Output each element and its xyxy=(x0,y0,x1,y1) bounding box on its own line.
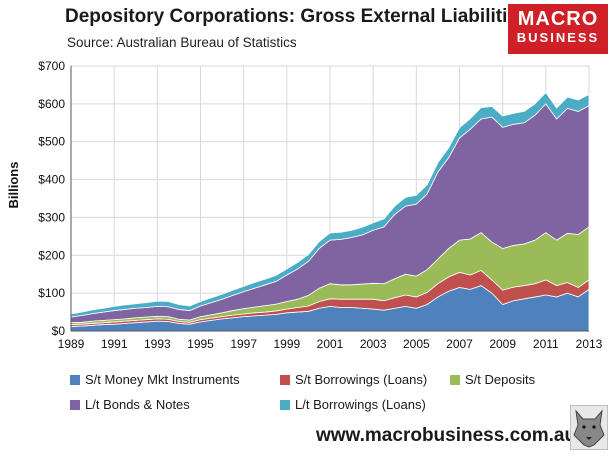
series-area-l-t-borrowings-loans xyxy=(70,91,590,318)
x-tick-label: 1989 xyxy=(58,337,85,351)
wolf-mascot-icon xyxy=(570,405,608,450)
footer-url: www.macrobusiness.com.au xyxy=(316,425,577,446)
x-tick-label: 2011 xyxy=(533,337,559,351)
x-tick-label: 1993 xyxy=(144,337,171,351)
series-areas xyxy=(70,91,590,332)
x-tick-label: 1999 xyxy=(273,337,300,351)
macrobusiness-logo: MACRO BUSINESS xyxy=(508,4,608,54)
y-tick-label: $600 xyxy=(38,97,65,111)
logo-line-1: MACRO xyxy=(517,8,599,30)
legend-label: S/t Deposits xyxy=(465,372,536,387)
chart-title: Depository Corporations: Gross External … xyxy=(65,6,529,27)
legend-item: L/t Bonds & Notes xyxy=(70,397,190,412)
legend-swatch xyxy=(70,399,80,410)
x-tick-label: 2003 xyxy=(360,337,387,351)
axes: $0 $100 $200 $300 $400 $500 $600 $700 1989 1991 19… xyxy=(38,59,602,351)
legend-item: S/t Money Mkt Instruments xyxy=(70,372,240,387)
x-tick-label: 1995 xyxy=(187,337,214,351)
legend-item: L/t Borrowings (Loans) xyxy=(280,397,426,412)
x-tick-label: 2007 xyxy=(446,337,473,351)
y-tick-label: $200 xyxy=(38,248,65,262)
x-tick-label: 2005 xyxy=(403,337,430,351)
legend-item: S/t Borrowings (Loans) xyxy=(280,372,427,387)
legend-swatch xyxy=(280,399,290,410)
legend-swatch xyxy=(280,374,290,385)
legend-swatch xyxy=(450,374,460,385)
source-note: Source: Australian Bureau of Statistics xyxy=(67,35,297,50)
y-tick-label: $400 xyxy=(38,173,65,187)
legend-label: L/t Bonds & Notes xyxy=(85,397,190,412)
y-tick-label: $0 xyxy=(52,324,66,338)
x-tick-label: 1997 xyxy=(230,337,257,351)
x-tick-label: 1991 xyxy=(101,337,128,351)
x-tick-label: 2013 xyxy=(576,337,603,351)
y-tick-label: $300 xyxy=(38,210,65,224)
y-tick-label: $700 xyxy=(38,59,65,73)
y-axis-label: Billions xyxy=(6,162,21,209)
legend-item: S/t Deposits xyxy=(450,372,535,387)
y-tick-label: $500 xyxy=(38,135,65,149)
y-tick-label: $100 xyxy=(38,286,65,300)
legend-swatch xyxy=(70,374,80,385)
logo-line-2: BUSINESS xyxy=(516,30,600,45)
legend-label: L/t Borrowings (Loans) xyxy=(295,397,426,412)
legend-label: S/t Borrowings (Loans) xyxy=(295,372,428,387)
x-tick-label: 2009 xyxy=(489,337,516,351)
x-tick-label: 2001 xyxy=(317,337,344,351)
legend-label: S/t Money Mkt Instruments xyxy=(85,372,240,387)
